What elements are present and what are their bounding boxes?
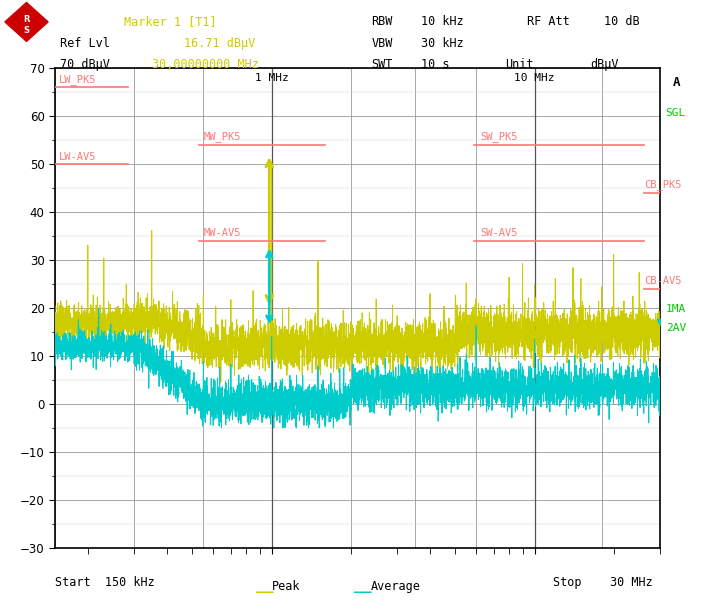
Text: RBW: RBW [371, 15, 392, 28]
Text: 30 kHz: 30 kHz [421, 37, 463, 49]
Text: R: R [23, 15, 30, 24]
Text: SW-AV5: SW-AV5 [480, 228, 518, 238]
Text: Average: Average [371, 580, 421, 593]
Text: 2AV: 2AV [666, 323, 686, 333]
Text: RF Att: RF Att [527, 15, 569, 28]
Text: 10 MHz: 10 MHz [514, 73, 555, 83]
Text: MW-AV5: MW-AV5 [204, 228, 241, 238]
Text: —: — [255, 583, 274, 602]
Text: MW_PK5: MW_PK5 [204, 132, 241, 143]
Text: 30,00000000 MHz: 30,00000000 MHz [152, 58, 259, 71]
Text: Marker 1 [T1]: Marker 1 [T1] [124, 15, 216, 28]
Polygon shape [5, 2, 48, 41]
Text: SW_PK5: SW_PK5 [480, 132, 518, 143]
Text: A: A [672, 76, 680, 88]
Text: CB-AV5: CB-AV5 [645, 276, 682, 286]
Text: —: — [354, 583, 373, 602]
Text: 1 MHz: 1 MHz [255, 73, 288, 83]
Text: 10 dB: 10 dB [604, 15, 640, 28]
Text: dBμV: dBμV [590, 58, 619, 71]
Text: VBW: VBW [371, 37, 392, 49]
Text: 16.71 dBμV: 16.71 dBμV [184, 37, 255, 49]
Text: 10 s: 10 s [421, 58, 449, 71]
Text: 1MA: 1MA [666, 304, 686, 314]
Text: LW-AV5: LW-AV5 [59, 152, 96, 161]
Text: Start  150 kHz: Start 150 kHz [55, 576, 155, 588]
Text: Stop    30 MHz: Stop 30 MHz [553, 576, 653, 588]
Text: 10 kHz: 10 kHz [421, 15, 463, 28]
Text: CB_PK5: CB_PK5 [645, 180, 682, 191]
Text: SWT: SWT [371, 58, 392, 71]
Text: 70 dBμV: 70 dBμV [60, 58, 110, 71]
Text: LW_PK5: LW_PK5 [59, 74, 96, 85]
Text: S: S [23, 26, 30, 35]
Text: Ref Lvl: Ref Lvl [60, 37, 110, 49]
Text: Peak: Peak [272, 580, 300, 593]
Text: Unit: Unit [506, 58, 534, 71]
Text: SGL: SGL [666, 108, 686, 118]
